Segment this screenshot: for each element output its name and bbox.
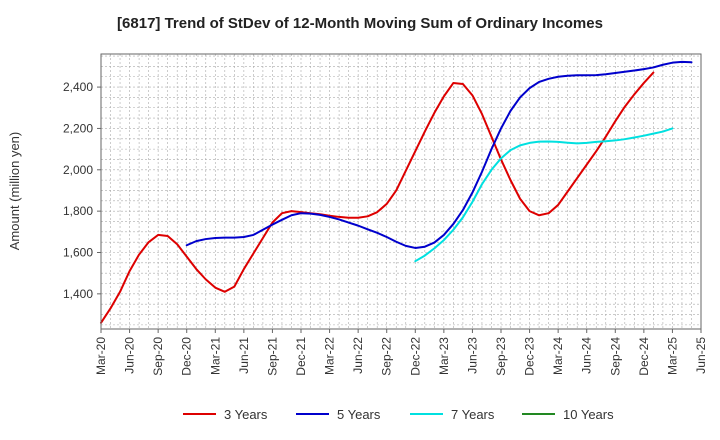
series-line-5-years xyxy=(185,60,693,249)
y-tick-label: 2,400 xyxy=(63,80,93,94)
legend: 3 Years 5 Years 7 Years 10 Years xyxy=(183,407,614,422)
x-tick-label: Sep-24 xyxy=(608,337,622,376)
y-tick-label: 2,200 xyxy=(63,121,93,135)
x-tick-label: Jun-22 xyxy=(351,337,365,374)
x-tick-label: Dec-21 xyxy=(294,337,308,376)
x-tick-label: Jun-20 xyxy=(123,337,137,374)
y-axis-label: Amount (million yen) xyxy=(7,132,22,251)
legend-label: 3 Years xyxy=(224,407,268,422)
x-tick-label: Jun-25 xyxy=(694,337,708,374)
x-tick-label: Sep-23 xyxy=(494,337,508,376)
y-tick-label: 1,800 xyxy=(63,204,93,218)
x-axis: Mar-20 Jun-20 Sep-20 Dec-20 Mar-21 Jun-21 Sep-… xyxy=(94,329,708,376)
x-tick-label: Dec-24 xyxy=(637,337,651,376)
x-tick-label: Sep-22 xyxy=(380,337,394,376)
x-tick-label: Jun-24 xyxy=(580,337,594,374)
chart-title: [6817] Trend of StDev of 12-Month Moving… xyxy=(117,15,603,32)
y-tick-label: 1,600 xyxy=(63,245,93,259)
x-tick-label: Mar-21 xyxy=(208,337,222,375)
x-tick-label: Mar-25 xyxy=(665,337,679,375)
x-tick-label: Dec-23 xyxy=(523,337,537,376)
series-line-7-years xyxy=(414,127,674,263)
x-tick-label: Mar-24 xyxy=(551,337,565,375)
x-tick-label: Mar-23 xyxy=(437,337,451,375)
plot-area xyxy=(101,54,701,329)
legend-label: 5 Years xyxy=(337,407,381,422)
grid xyxy=(100,54,702,329)
series-layer xyxy=(100,60,693,324)
x-tick-label: Sep-20 xyxy=(151,337,165,376)
y-tick-label: 1,400 xyxy=(63,287,93,301)
y-tick-label: 2,000 xyxy=(63,163,93,177)
plot-frame xyxy=(100,53,702,330)
x-tick-label: Jun-23 xyxy=(465,337,479,374)
x-tick-label: Jun-21 xyxy=(237,337,251,374)
y-axis: 1,400 1,600 1,800 2,000 2,200 2,400 xyxy=(63,80,101,301)
legend-label: 10 Years xyxy=(563,407,614,422)
series-line-3-years xyxy=(100,71,655,324)
x-tick-label: Mar-20 xyxy=(94,337,108,375)
x-tick-label: Dec-22 xyxy=(408,337,422,376)
x-tick-label: Mar-22 xyxy=(323,337,337,375)
x-tick-label: Sep-21 xyxy=(265,337,279,376)
legend-label: 7 Years xyxy=(451,407,495,422)
x-tick-label: Dec-20 xyxy=(180,337,194,376)
